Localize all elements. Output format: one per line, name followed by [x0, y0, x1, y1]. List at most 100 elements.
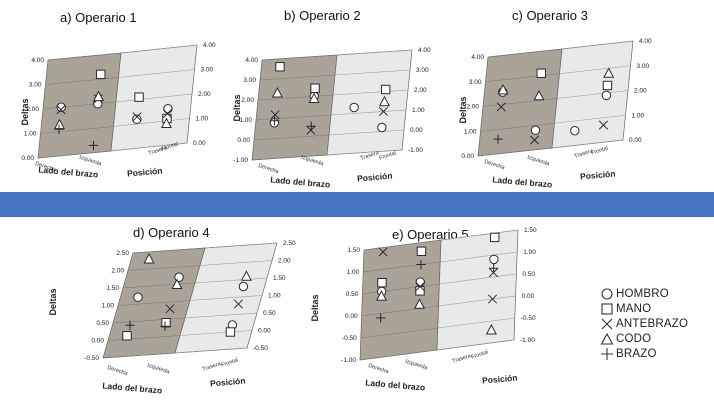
y-tick-label-right: 1.00: [632, 112, 645, 119]
y-tick-label-right: 0.00: [410, 127, 423, 134]
point-codo: [485, 324, 497, 335]
point-codo: [271, 86, 283, 98]
y-tick-label-left: 0.50: [96, 320, 109, 327]
z-axis-label: Posición: [357, 170, 393, 183]
y-axis-label: Deltas: [48, 288, 58, 315]
point-antebrazo: [487, 294, 498, 304]
y-tick-label-left: 0.00: [237, 137, 250, 144]
point-brazo: [54, 124, 64, 134]
gridline: [485, 73, 560, 83]
gridline: [204, 242, 278, 249]
triangle-icon: [600, 332, 614, 345]
gridline: [122, 282, 196, 289]
gridline: [102, 352, 176, 359]
gridline: [120, 44, 198, 54]
y-tick-label-right: 1.50: [273, 275, 286, 282]
y-tick-label-right: 3.00: [637, 63, 650, 70]
y-axis-label: Deltas: [20, 98, 30, 125]
legend-label: CODO: [616, 332, 652, 345]
point-mano: [415, 286, 425, 296]
point-hombro: [93, 99, 103, 109]
z-tick-label: Frontal: [160, 142, 178, 153]
point-mano: [162, 113, 172, 124]
chart-title-5: e) Operario 5: [392, 227, 469, 242]
back-wall-left: [37, 52, 122, 159]
y-tick-label-right: 4.00: [418, 47, 431, 54]
y-tick-label-left: 0.00: [91, 338, 104, 345]
point-brazo: [416, 259, 426, 270]
legend-item-antebrazo: ANTEBRAZO: [600, 316, 710, 331]
z-axis-label: Posición: [127, 165, 163, 178]
point-antebrazo: [496, 102, 506, 112]
gridline: [480, 122, 555, 132]
point-antebrazo: [488, 268, 499, 278]
point-hombro: [570, 126, 580, 136]
gridline: [179, 330, 253, 336]
gridline: [40, 126, 114, 134]
legend-item-codo: CODO: [600, 331, 710, 346]
point-mano: [96, 69, 106, 80]
gridline: [107, 335, 181, 341]
back-wall-left: [477, 48, 563, 157]
point-hombro: [415, 277, 426, 287]
y-tick-label-left: 3.00: [243, 77, 256, 84]
y-tick-label-right: 2.00: [198, 91, 211, 98]
back-wall-right: [326, 49, 413, 156]
gridline: [556, 90, 629, 99]
z-tick-label: Trasera: [202, 361, 223, 373]
point-codo: [171, 278, 183, 289]
y-tick-label-right: 2.00: [634, 88, 647, 95]
point-brazo: [125, 320, 135, 330]
y-tick-label-right: 0.00: [258, 328, 271, 335]
back-wall-left: [102, 247, 206, 359]
y-tick-label-right: -0.50: [521, 315, 536, 322]
point-antebrazo: [162, 108, 173, 119]
gridline: [332, 89, 409, 96]
y-tick-label-left: 4.00: [245, 57, 258, 64]
y-tick-label-right: 1.00: [268, 293, 281, 300]
gridline: [251, 154, 328, 161]
gridline: [361, 305, 439, 317]
y-tick-label-left: -0.50: [84, 355, 99, 362]
z-tick-label: Trasera: [574, 148, 595, 160]
gridline: [174, 347, 248, 354]
back-wall-right: [174, 242, 278, 354]
point-antebrazo: [378, 106, 389, 117]
gridline: [259, 74, 336, 81]
point-hombro: [489, 254, 499, 265]
point-hombro: [601, 90, 612, 101]
gridline: [132, 247, 206, 254]
gridline: [328, 129, 405, 136]
gridline: [436, 339, 515, 351]
y-axis-label: Deltas: [458, 96, 468, 123]
z-axis-label: Posición: [210, 375, 246, 388]
y-tick-label-right: 4.00: [203, 42, 216, 49]
point-hombro: [132, 114, 142, 124]
back-wall-right: [551, 40, 634, 149]
point-codo: [53, 118, 66, 130]
point-antebrazo: [529, 135, 540, 145]
point-brazo: [375, 313, 386, 323]
x-tick-label: Derecha: [34, 161, 57, 174]
point-mano: [161, 318, 171, 328]
y-tick-label-right: 0.50: [263, 310, 276, 317]
chart-title-1: a) Operario 1: [60, 10, 137, 25]
gridline: [37, 150, 112, 159]
gridline: [110, 142, 188, 152]
point-hombro: [227, 320, 238, 330]
z-axis-label: Posición: [482, 372, 518, 385]
circle-icon: [601, 287, 613, 300]
gridline: [326, 149, 403, 156]
point-codo: [143, 252, 155, 264]
point-hombro: [174, 272, 184, 282]
point-codo: [497, 83, 509, 95]
gridline: [127, 265, 201, 271]
y-axis-label: Deltas: [310, 294, 320, 321]
back-wall-right: [436, 229, 519, 351]
gridline: [482, 98, 558, 107]
back-wall-left: [359, 239, 442, 361]
legend: HOMBRO MANO ANTEBRAZO CODO BRAZO: [600, 286, 710, 361]
gridline: [554, 114, 626, 124]
gridline: [184, 312, 258, 319]
point-mano: [310, 83, 320, 93]
